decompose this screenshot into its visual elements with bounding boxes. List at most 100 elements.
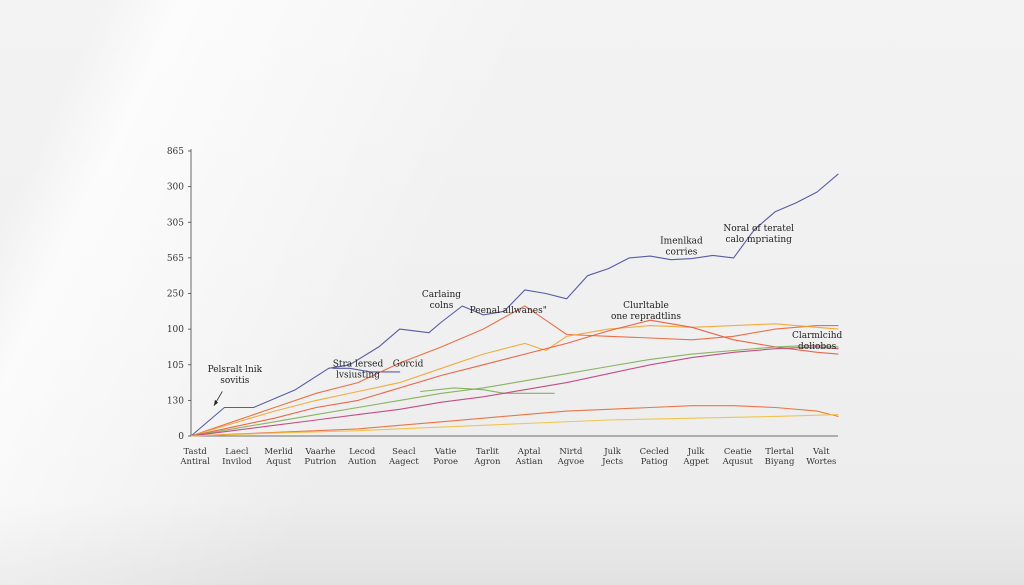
chart-axes <box>190 149 838 437</box>
x-tick-label-line: Vaarhe <box>304 447 335 457</box>
chart-series <box>190 173 839 437</box>
x-tick-label-line: Cecled <box>640 447 670 457</box>
series-line-1 <box>332 367 401 373</box>
annotation-text: Clarmlcihd <box>792 331 843 341</box>
x-tick-label-line: Biyang <box>765 457 795 467</box>
x-tick-label-line: Aptal <box>517 447 541 457</box>
annotation-text: doliobos <box>798 342 837 352</box>
series-line-0 <box>190 173 839 437</box>
x-tick-label-line: Laecl <box>225 447 249 457</box>
annotation-text: Pelsralt lnik <box>208 365 263 375</box>
y-tick-label: 305 <box>167 218 184 228</box>
x-tick-label-line: Aqust <box>265 457 291 467</box>
series-line-9 <box>190 414 839 437</box>
y-axis-ticks: 0 130 105 100 250 565 305 300 865 <box>167 147 191 442</box>
y-tick-label: 0 <box>178 432 184 442</box>
y-tick-label: 105 <box>167 361 184 371</box>
annotation-text: lvsiusting <box>336 371 380 381</box>
series-line-4 <box>190 319 839 437</box>
x-tick-label-line: Tastd <box>184 447 208 457</box>
y-tick-label: 865 <box>167 147 184 157</box>
x-tick-label-line: Tarlit <box>476 447 500 457</box>
x-tick-label-line: Putrion <box>304 457 337 467</box>
x-tick-label-line: Patiog <box>641 457 669 467</box>
x-tick-label-line: Poroe <box>433 457 458 467</box>
x-tick-label-line: Valt <box>812 447 830 457</box>
y-tick-label: 565 <box>167 254 184 264</box>
y-tick-label: 250 <box>167 290 184 300</box>
annotation-text: Peenal allwanes" <box>470 306 547 316</box>
series-line-7 <box>190 346 839 437</box>
annotation-text: sovitis <box>220 376 249 386</box>
x-tick-label-line: Ceatie <box>724 447 752 457</box>
annotation-text: Gorcid <box>393 360 424 370</box>
annotation-arrowhead <box>213 399 218 406</box>
x-tick-label-line: Aution <box>347 457 377 467</box>
annotation-text: calo mpriating <box>725 235 792 245</box>
x-tick-label-line: Merlid <box>264 447 293 457</box>
x-tick-label-line: Jects <box>601 457 623 467</box>
x-tick-label-line: Tlertal <box>765 447 794 457</box>
y-tick-label: 100 <box>167 325 184 335</box>
y-tick-label: 130 <box>167 396 184 406</box>
x-tick-label-line: Antiral <box>179 457 210 467</box>
x-tick-label-line: Seacl <box>392 447 416 457</box>
annotation-text: corries <box>666 248 698 258</box>
x-tick-label-line: Aqusut <box>722 457 754 467</box>
annotation-text: Clurltable <box>623 301 669 311</box>
x-tick-label-line: Lecod <box>349 447 376 457</box>
y-tick-label: 300 <box>167 183 184 193</box>
floor-shade <box>0 500 1024 585</box>
annotation: Peenal allwanes" <box>470 306 547 316</box>
annotation-text: Noral of teratel <box>723 224 794 234</box>
x-tick-label-line: Wortes <box>806 457 836 467</box>
x-tick-label-line: Julk <box>603 447 622 457</box>
x-tick-label-line: Agvoe <box>557 457 585 467</box>
series-line-6 <box>420 387 555 394</box>
annotation-text: Carlaing <box>422 290 461 300</box>
x-tick-label-line: Astian <box>515 457 544 467</box>
series-line-2 <box>190 305 839 437</box>
x-tick-label-line: Agron <box>473 457 501 467</box>
annotation-text: Imenlkad <box>660 237 703 247</box>
x-tick-label-line: Invilod <box>222 457 252 467</box>
x-tick-label-line: Aagect <box>388 457 419 467</box>
series-line-3 <box>190 323 839 437</box>
series-line-5 <box>190 344 839 437</box>
annotation-text: colns <box>430 301 454 311</box>
series-line-8 <box>190 405 839 437</box>
annotation-text: one repradtlins <box>611 312 681 322</box>
x-tick-label-line: Vatie <box>434 447 457 457</box>
x-tick-label-line: Julk <box>687 447 706 457</box>
x-tick-label-line: Agpet <box>682 457 709 467</box>
annotation: Gorcid <box>393 360 424 370</box>
annotation-text: Stra lersed <box>333 360 384 370</box>
x-tick-label-line: Nirtd <box>559 447 583 457</box>
